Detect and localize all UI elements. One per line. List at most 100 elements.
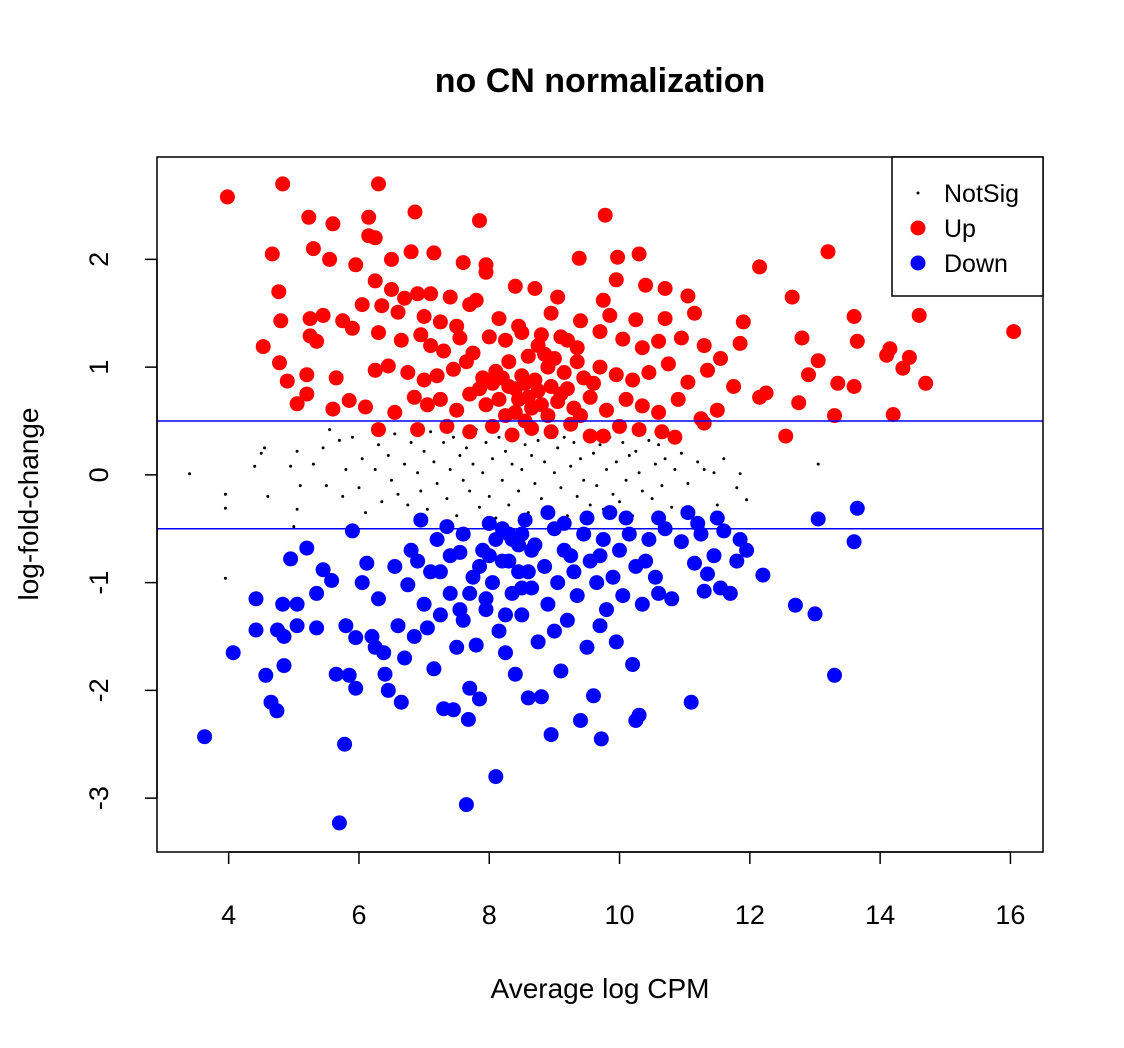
up-point	[413, 327, 429, 343]
down-point	[608, 634, 624, 650]
down-point	[359, 555, 375, 571]
notsig-point	[425, 507, 429, 511]
notsig-point	[403, 462, 407, 466]
down-point	[599, 602, 614, 618]
down-point	[419, 620, 435, 636]
down-point	[485, 575, 500, 591]
down-point	[472, 691, 487, 707]
up-point	[810, 353, 826, 369]
down-point	[488, 769, 504, 785]
up-point	[406, 389, 422, 405]
down-point	[615, 588, 631, 604]
up-point	[612, 418, 627, 434]
notsig-point	[605, 468, 608, 471]
down-point	[197, 729, 213, 745]
up-point	[462, 424, 478, 440]
up-point	[651, 404, 667, 420]
down-point	[664, 591, 680, 607]
x-tick-label: 10	[605, 900, 635, 930]
notsig-point	[504, 449, 507, 453]
notsig-point	[324, 484, 328, 488]
chart-title: no CN normalization	[435, 62, 766, 100]
down-point	[533, 689, 549, 705]
up-point	[556, 365, 572, 380]
notsig-point	[455, 514, 459, 518]
down-point	[520, 690, 536, 706]
notsig-point	[295, 449, 299, 453]
up-point	[911, 307, 927, 323]
down-point	[458, 797, 474, 813]
up-point	[918, 375, 934, 391]
up-point	[301, 209, 317, 225]
down-point	[550, 575, 566, 591]
up-point	[846, 379, 862, 394]
down-point	[439, 519, 455, 535]
down-point	[553, 663, 569, 679]
down-point	[289, 596, 305, 612]
up-point	[533, 327, 549, 343]
x-tick-label: 6	[351, 900, 366, 930]
down-point	[530, 634, 546, 650]
notsig-point	[552, 471, 556, 475]
up-point	[901, 349, 917, 365]
down-point	[514, 580, 530, 596]
up-point	[429, 368, 445, 384]
notsig-point	[621, 441, 625, 444]
down-point	[283, 551, 299, 567]
down-point	[432, 607, 448, 623]
down-point	[315, 562, 331, 578]
down-point	[248, 591, 264, 607]
notsig-point	[253, 464, 257, 468]
up-point	[511, 391, 527, 407]
down-point	[651, 585, 667, 601]
up-point	[400, 365, 416, 380]
down-point	[403, 542, 419, 558]
up-point	[550, 289, 566, 305]
up-point	[885, 407, 901, 422]
up-point	[498, 408, 513, 424]
notsig-point	[624, 478, 628, 482]
up-point	[255, 339, 271, 355]
notsig-point	[618, 500, 621, 504]
up-point	[348, 257, 364, 273]
down-point	[563, 548, 579, 564]
notsig-point	[188, 472, 192, 476]
down-point	[595, 532, 611, 547]
up-point	[371, 325, 386, 341]
down-point	[248, 622, 264, 638]
down-point	[478, 602, 494, 618]
notsig-point	[419, 489, 423, 493]
down-point	[618, 510, 634, 526]
down-point	[810, 511, 826, 527]
down-point	[410, 553, 426, 569]
up-point	[524, 400, 540, 416]
up-point	[657, 281, 673, 296]
up-point	[700, 362, 715, 378]
down-point	[442, 548, 458, 564]
up-point	[419, 397, 435, 413]
up-point	[543, 424, 559, 440]
down-point	[592, 618, 608, 634]
down-point	[573, 713, 588, 728]
down-point	[377, 666, 393, 682]
down-point	[634, 596, 650, 612]
notsig-point	[478, 505, 481, 509]
notsig-point	[461, 478, 465, 482]
up-point	[582, 389, 598, 405]
up-point	[325, 216, 341, 232]
up-point	[546, 351, 562, 366]
up-point	[272, 355, 287, 371]
down-point	[576, 526, 592, 542]
notsig-point	[517, 489, 521, 493]
notsig-point	[556, 446, 560, 450]
up-point	[610, 249, 626, 265]
up-point	[485, 375, 500, 391]
up-point	[299, 367, 315, 383]
notsig-point	[738, 472, 742, 476]
up-point	[638, 277, 654, 293]
notsig-point	[653, 462, 657, 466]
up-point	[432, 314, 448, 330]
y-tick-label: -1	[84, 571, 114, 595]
up-point	[592, 324, 608, 340]
